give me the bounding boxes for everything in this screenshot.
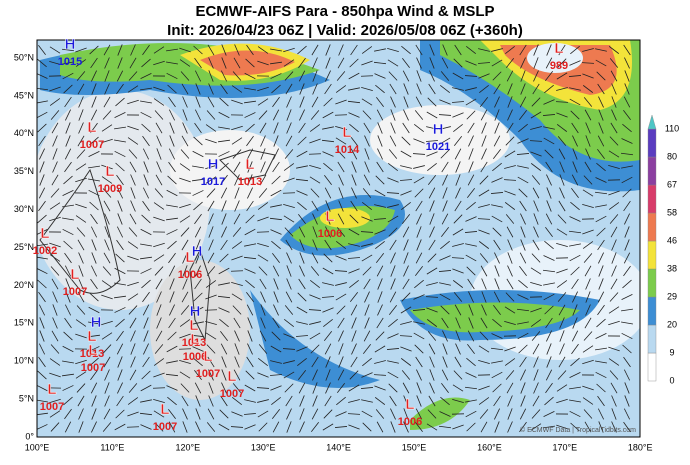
pressure-value: 1007 — [196, 368, 220, 380]
colorbar-segment — [648, 325, 656, 353]
pressure-value: 1006 — [318, 228, 342, 240]
colorbar-segment — [648, 157, 656, 185]
pressure-center-letter: L — [554, 40, 563, 57]
pressure-center-letter: L — [342, 124, 351, 141]
lat-label: 5°N — [19, 393, 34, 403]
colorbar-tick-label: 110 — [665, 123, 679, 133]
lat-label: 10°N — [14, 356, 34, 366]
lon-label: 120°E — [175, 442, 200, 452]
subtitle: Init: 2026/04/23 06Z | Valid: 2026/05/08… — [167, 22, 523, 39]
lon-label: 130°E — [251, 442, 276, 452]
pressure-value: 989 — [550, 60, 568, 72]
wind-barb — [361, 76, 373, 77]
colorbar-segment — [648, 269, 656, 297]
pressure-center-letter: L — [70, 266, 79, 283]
lon-label: 180°E — [628, 442, 653, 452]
wind-barb — [283, 193, 295, 194]
pressure-value: 1007 — [153, 421, 177, 433]
pressure-center-letter: L — [87, 119, 96, 136]
wind-barb — [309, 154, 321, 155]
pressure-center-letter: L — [105, 163, 114, 180]
colorbar-tick-label: 9 — [669, 347, 674, 357]
pressure-value: 1007 — [220, 388, 244, 400]
colorbar-tick-label: 67 — [667, 179, 677, 189]
pressure-value: 1007 — [81, 362, 105, 374]
colorbar-tick-label: 20 — [667, 319, 677, 329]
lon-label: 100°E — [25, 442, 50, 452]
lat-label: 35°N — [14, 166, 34, 176]
pressure-value: 1009 — [98, 183, 122, 195]
lon-label: 170°E — [552, 442, 577, 452]
pressure-center-letter: L — [325, 208, 334, 225]
pressure-value: 1007 — [40, 401, 64, 413]
lat-label: 50°N — [14, 52, 34, 62]
pressure-value: 1007 — [63, 286, 87, 298]
colorbar-arrow — [648, 115, 656, 129]
colorbar-segment — [648, 297, 656, 325]
colorbar-tick-label: 38 — [667, 263, 677, 273]
colorbar-tick-label: 46 — [667, 235, 677, 245]
wind-barb — [257, 232, 269, 233]
title: ECMWF-AIFS Para - 850hpa Wind & MSLP — [195, 3, 494, 20]
colorbar-segment — [648, 353, 656, 381]
colorbar-tick-label: 0 — [669, 375, 674, 385]
lon-label: 140°E — [326, 442, 351, 452]
pressure-value: 1021 — [426, 141, 450, 153]
lat-label: 25°N — [14, 242, 34, 252]
pressure-center-letter: L — [245, 156, 254, 173]
pressure-value: 1017 — [201, 176, 225, 188]
wind-barb — [153, 388, 165, 389]
lat-label: 0° — [25, 431, 34, 441]
pressure-center-letter: L — [190, 331, 199, 348]
lat-label: 30°N — [14, 204, 34, 214]
pressure-center-letter: L — [40, 225, 49, 242]
pressure-center-letter: L — [203, 348, 212, 365]
pressure-value: 1013 — [238, 176, 262, 188]
lon-label: 150°E — [402, 442, 427, 452]
colorbar-tick-label: 58 — [667, 207, 677, 217]
colorbar-segment — [648, 213, 656, 241]
colorbar-segment — [648, 241, 656, 269]
pressure-center-letter: H — [65, 36, 76, 53]
pressure-center-letter: L — [405, 396, 414, 413]
wind-barb — [335, 115, 347, 116]
colorbar-segment — [648, 129, 656, 157]
pressure-value: 1014 — [335, 144, 360, 156]
pressure-value: 1007 — [80, 139, 104, 151]
colorbar-tick-label: 29 — [667, 291, 677, 301]
pressure-center-letter: H — [433, 121, 444, 138]
lat-label: 45°N — [14, 90, 34, 100]
lat-label: 20°N — [14, 280, 34, 290]
colorbar-segment — [648, 185, 656, 213]
pressure-center-letter: L — [88, 342, 97, 359]
wind-barb — [127, 427, 139, 428]
lon-label: 160°E — [477, 442, 502, 452]
pressure-center-letter: L — [47, 381, 56, 398]
pressure-value: 1015 — [58, 56, 82, 68]
pressure-center-letter: H — [208, 156, 219, 173]
wind-barb — [205, 310, 217, 311]
lon-label: 110°E — [100, 442, 124, 452]
pressure-center-letter: L — [227, 368, 236, 385]
pressure-value: 1006 — [398, 416, 422, 428]
pressure-value: 1002 — [33, 245, 57, 257]
colorbar-tick-label: 80 — [667, 151, 677, 161]
credit: © ECMWF Data | TropicalTidbits.com — [520, 426, 636, 434]
wind-barb — [231, 271, 243, 272]
pressure-center-letter: L — [185, 249, 194, 266]
pressure-center-letter: L — [160, 401, 169, 418]
lat-label: 40°N — [14, 128, 34, 138]
lat-label: 15°N — [14, 318, 34, 328]
pressure-value: 1006 — [178, 269, 202, 281]
